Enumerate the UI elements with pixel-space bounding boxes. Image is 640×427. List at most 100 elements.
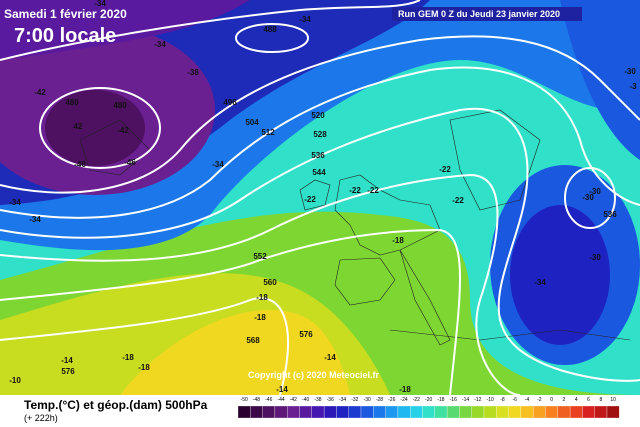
coast: [334, 257, 396, 306]
scale-tick-label: -46: [265, 397, 272, 403]
contour-label: 42: [74, 122, 83, 131]
contour: [0, 228, 461, 396]
scale-swatch: [557, 405, 571, 419]
scale-tick-label: -4: [525, 397, 530, 403]
scale-tick-label: -32: [351, 397, 358, 403]
contour-label: -30: [582, 193, 594, 202]
coast: [299, 179, 331, 211]
scale-swatch: [287, 405, 300, 419]
scale-swatch: [533, 405, 546, 419]
run-info: Run GEM 0 Z du Jeudi 23 janvier 2020: [398, 9, 560, 19]
contour-label: -14: [61, 356, 73, 365]
legend-title: Temp.(°C) et géop.(dam) 500hPa: [24, 398, 208, 412]
scale-swatch: [311, 405, 325, 419]
contour-label: -14: [276, 385, 288, 394]
contour-label: -10: [9, 376, 21, 385]
contour-label: -42: [34, 88, 46, 97]
contour-label: 488: [263, 25, 277, 34]
scale-swatch: [385, 405, 399, 419]
contour-label: 552: [253, 252, 267, 261]
scale-tick-label: -40: [302, 397, 309, 403]
scale-tick-label: -44: [277, 397, 284, 403]
contour-label: -18: [138, 363, 150, 372]
scale-swatch: [434, 405, 448, 419]
contour-label: -18: [256, 293, 268, 302]
contour-label: 568: [246, 336, 260, 345]
contour-label: -34: [29, 215, 41, 224]
coast: [399, 249, 451, 346]
date: Samedi 1 février 2020: [4, 7, 127, 21]
scale-swatch: [397, 405, 411, 419]
contour-label: 512: [261, 128, 275, 137]
scale-tick-label: -22: [413, 397, 420, 403]
contour-label: -34: [154, 40, 166, 49]
contour: [0, 0, 421, 61]
contour-label: -34: [94, 0, 106, 8]
scale-tick-label: -26: [388, 397, 395, 403]
scale-swatch: [545, 405, 558, 419]
contour-label: -14: [324, 353, 336, 362]
contour-label: -46: [74, 160, 86, 169]
contour-label: -22: [452, 196, 464, 205]
contour: [0, 66, 640, 219]
contour-label: 536: [603, 210, 617, 219]
scale-swatch: [582, 405, 595, 419]
contour: [0, 107, 640, 382]
field-dark-purple: [45, 90, 145, 166]
scale-tick-label: -10: [487, 397, 494, 403]
scale-swatch: [410, 405, 423, 419]
contour: [39, 87, 161, 169]
scale-swatch: [606, 405, 620, 419]
scale-tick-label: -20: [425, 397, 432, 403]
contour-label: -38: [187, 68, 199, 77]
scale-tick-label: -42: [290, 397, 297, 403]
scale-tick-label: -12: [474, 397, 481, 403]
scale-swatch: [446, 405, 460, 419]
scale-swatch: [274, 405, 288, 419]
contour-label: 528: [313, 130, 327, 139]
contour-label: -34: [9, 198, 21, 207]
contour-label: -18: [392, 236, 404, 245]
contour: [0, 173, 521, 396]
contour-label: -22: [349, 186, 361, 195]
scale-swatch: [262, 405, 276, 419]
scale-swatch: [508, 405, 522, 419]
contour-label: 520: [311, 111, 325, 120]
scale-swatch: [336, 405, 349, 419]
contour-label: -22: [367, 186, 379, 195]
field-yellow: [120, 309, 350, 395]
contour-label: 480: [113, 101, 127, 110]
scale-tick-label: -34: [339, 397, 346, 403]
contour-label: 504: [245, 118, 259, 127]
contour-label: -34: [534, 278, 546, 287]
scale-swatch: [299, 405, 312, 419]
scale-tick-label: 0: [550, 397, 553, 403]
scale-swatch: [250, 405, 263, 419]
scale-tick-label: 2: [563, 397, 566, 403]
scale-swatch: [594, 405, 608, 419]
contour-label: -46: [124, 158, 136, 167]
scale-tick-label: -48: [253, 397, 260, 403]
scale-swatch: [569, 405, 583, 419]
contour-label: -34: [212, 160, 224, 169]
scale-tick-label: 6: [587, 397, 590, 403]
scale-tick-label: -50: [241, 397, 248, 403]
scale-tick-label: -38: [314, 397, 321, 403]
scale-tick-label: 8: [599, 397, 602, 403]
scale-swatch: [237, 405, 251, 419]
contour-label: 480: [65, 98, 79, 107]
scale-swatch: [323, 405, 337, 419]
scale-tick-label: 10: [610, 397, 616, 403]
scale-tick-label: -28: [376, 397, 383, 403]
contour-label: -18: [399, 385, 411, 394]
contour-label: 496: [223, 98, 237, 107]
scale-swatch: [373, 405, 386, 419]
coast: [389, 329, 631, 341]
scale-swatch: [520, 405, 534, 419]
contour-label: -30: [624, 67, 636, 76]
copyright: Copyright (c) 2020 Meteociel.fr: [248, 370, 380, 380]
legend-lead: (+ 222h): [24, 413, 58, 423]
scale-tick-label: -24: [400, 397, 407, 403]
